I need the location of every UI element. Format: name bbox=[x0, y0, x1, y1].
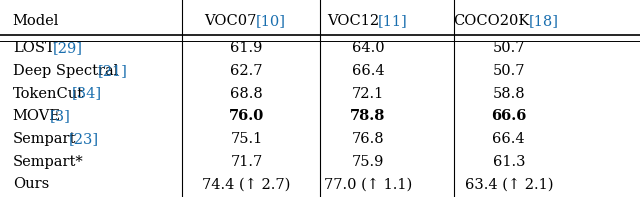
Text: LOST: LOST bbox=[13, 41, 54, 55]
Text: [11]: [11] bbox=[378, 14, 407, 28]
Text: 66.4: 66.4 bbox=[352, 64, 384, 78]
Text: [21]: [21] bbox=[98, 64, 128, 78]
Text: Sempart: Sempart bbox=[13, 132, 76, 146]
Text: 63.4 (↑ 2.1): 63.4 (↑ 2.1) bbox=[465, 177, 553, 191]
Text: Ours: Ours bbox=[13, 177, 49, 191]
Text: VOC07: VOC07 bbox=[204, 14, 257, 28]
Text: Model: Model bbox=[13, 14, 59, 28]
Text: 78.8: 78.8 bbox=[350, 109, 386, 123]
Text: Sempart*: Sempart* bbox=[13, 154, 84, 169]
Text: TokenCut: TokenCut bbox=[13, 86, 84, 101]
Text: 72.1: 72.1 bbox=[352, 86, 384, 101]
Text: [18]: [18] bbox=[529, 14, 559, 28]
Text: 71.7: 71.7 bbox=[230, 154, 262, 169]
Text: 50.7: 50.7 bbox=[493, 64, 525, 78]
Text: 58.8: 58.8 bbox=[493, 86, 525, 101]
Text: 76.0: 76.0 bbox=[228, 109, 264, 123]
Text: MOVE: MOVE bbox=[13, 109, 61, 123]
Text: [23]: [23] bbox=[69, 132, 99, 146]
Text: VOC12: VOC12 bbox=[327, 14, 380, 28]
Text: 75.1: 75.1 bbox=[230, 132, 262, 146]
Text: 77.0 (↑ 1.1): 77.0 (↑ 1.1) bbox=[324, 177, 412, 191]
Text: 50.7: 50.7 bbox=[493, 41, 525, 55]
Text: 66.6: 66.6 bbox=[491, 109, 527, 123]
Text: 62.7: 62.7 bbox=[230, 64, 262, 78]
Text: [10]: [10] bbox=[256, 14, 285, 28]
Text: [34]: [34] bbox=[72, 86, 102, 101]
Text: [29]: [29] bbox=[52, 41, 83, 55]
Text: 64.0: 64.0 bbox=[352, 41, 384, 55]
Text: 75.9: 75.9 bbox=[352, 154, 384, 169]
Text: 61.3: 61.3 bbox=[493, 154, 525, 169]
Text: Deep Spectral: Deep Spectral bbox=[13, 64, 118, 78]
Text: 68.8: 68.8 bbox=[230, 86, 263, 101]
Text: [3]: [3] bbox=[50, 109, 71, 123]
Text: 61.9: 61.9 bbox=[230, 41, 262, 55]
Text: 74.4 (↑ 2.7): 74.4 (↑ 2.7) bbox=[202, 177, 291, 191]
Text: 76.8: 76.8 bbox=[352, 132, 384, 146]
Text: 66.4: 66.4 bbox=[493, 132, 525, 146]
Text: COCO20K: COCO20K bbox=[452, 14, 529, 28]
